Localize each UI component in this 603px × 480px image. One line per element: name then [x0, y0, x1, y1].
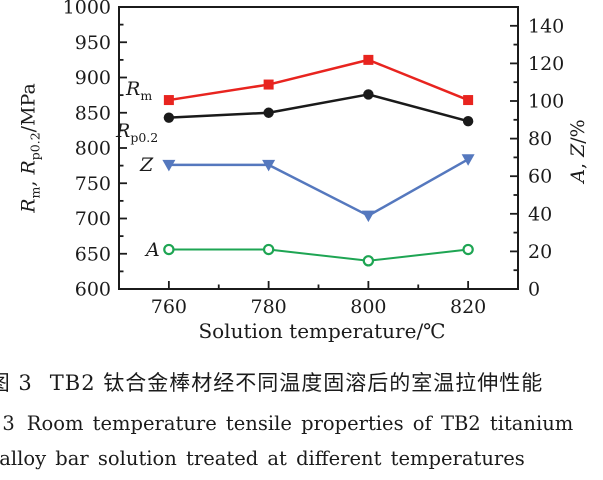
- series-label-rm-main: R: [126, 78, 141, 100]
- tick-label: 140: [528, 15, 564, 37]
- marker-Rp0.2-820: [462, 116, 474, 127]
- series-line-Rm: [167, 58, 470, 102]
- tick-label: 900: [75, 67, 111, 89]
- series-line-Rp0.2: [167, 93, 470, 123]
- y-right-unit: /%: [567, 119, 589, 144]
- chart-canvas: 760 780 800 8206006507007508008509009501000…: [63, 0, 565, 318]
- marker-Rm-780: [263, 79, 274, 90]
- tick-label: 100: [528, 91, 564, 113]
- series-line-A: [167, 248, 470, 262]
- caption-en-line1: Fig. 3 Room temperature tensile propertie…: [0, 412, 573, 435]
- marker-Rm-760: [163, 95, 174, 106]
- marker-Rp0.2-800: [363, 89, 374, 100]
- tick-label: 700: [75, 208, 111, 230]
- caption-zh: 图 3 TB2 钛合金棒材经不同温度固溶后的室温拉伸性能: [0, 367, 543, 397]
- y-left-R1-sub: m: [27, 186, 43, 199]
- tick-label: 40: [528, 203, 552, 225]
- y-left-R2-sub: p0.2: [27, 132, 43, 161]
- tick-label: 60: [528, 166, 552, 188]
- series-label-rp02-main: R: [116, 120, 131, 142]
- marker-A-800: [362, 255, 375, 267]
- marker-Rp0.2-780: [263, 107, 274, 118]
- marker-Rm-820: [463, 95, 474, 106]
- y-right-Z: Z: [567, 143, 589, 157]
- tick-label: 600: [75, 279, 111, 301]
- y-left-R2: R: [17, 160, 40, 175]
- tick-label: 120: [528, 53, 564, 75]
- marker-Z-780: [262, 159, 276, 172]
- y-axis-label-left: Rm, Rp0.2/MPa: [18, 83, 43, 213]
- tick-label: 820: [450, 296, 486, 318]
- series-label-z: Z: [140, 154, 154, 176]
- marker-Z-800: [361, 210, 375, 223]
- caption-en-text1: Room temperature tensile properties of T…: [26, 412, 574, 435]
- y-axis-label-right: A, Z/%: [567, 119, 589, 183]
- series-label-rp02: Rp0.2: [116, 120, 158, 145]
- marker-A-780: [262, 243, 275, 256]
- tick-label: 800: [75, 138, 111, 160]
- tick-label: 780: [250, 296, 286, 318]
- y-left-comma: ,: [17, 174, 40, 187]
- tick-label: 800: [350, 296, 386, 318]
- tick-label: 20: [528, 241, 552, 263]
- y-left-unit: /MPa: [17, 83, 40, 133]
- series-label-rm-sub: m: [140, 87, 153, 103]
- y-right-A: A: [567, 169, 589, 183]
- series-label-a: A: [146, 239, 160, 261]
- y-right-comma: ,: [567, 156, 589, 170]
- marker-Rp0.2-760: [163, 112, 175, 123]
- x-axis-label: Solution temperature/℃: [198, 319, 446, 343]
- marker-Rm-800: [363, 54, 374, 65]
- tick-label: 650: [75, 243, 111, 265]
- caption-zh-text: TB2 钛合金棒材经不同温度固溶后的室温拉伸性能: [49, 371, 544, 395]
- tick-label: 950: [75, 32, 111, 54]
- tick-label: 850: [75, 102, 111, 124]
- marker-A-820: [462, 243, 474, 256]
- series-label-rp02-sub: p0.2: [130, 129, 159, 145]
- series-line-Z: [167, 158, 470, 217]
- series-label-rm: Rm: [126, 78, 152, 103]
- marker-A-760: [163, 243, 175, 256]
- plot-border: [118, 6, 519, 290]
- caption-en-line2: alloy bar solution treated at different …: [0, 447, 525, 470]
- marker-Z-760: [162, 159, 176, 172]
- caption-zh-label: 图 3: [0, 371, 33, 395]
- tick-label: 1000: [63, 0, 111, 19]
- caption-en-label: Fig. 3: [0, 412, 15, 435]
- tick-label: 760: [151, 296, 187, 318]
- tick-label: 80: [528, 128, 552, 150]
- tick-label: 750: [75, 173, 111, 195]
- marker-Z-820: [461, 154, 475, 166]
- y-left-R1: R: [17, 198, 40, 213]
- tick-label: 0: [528, 279, 540, 301]
